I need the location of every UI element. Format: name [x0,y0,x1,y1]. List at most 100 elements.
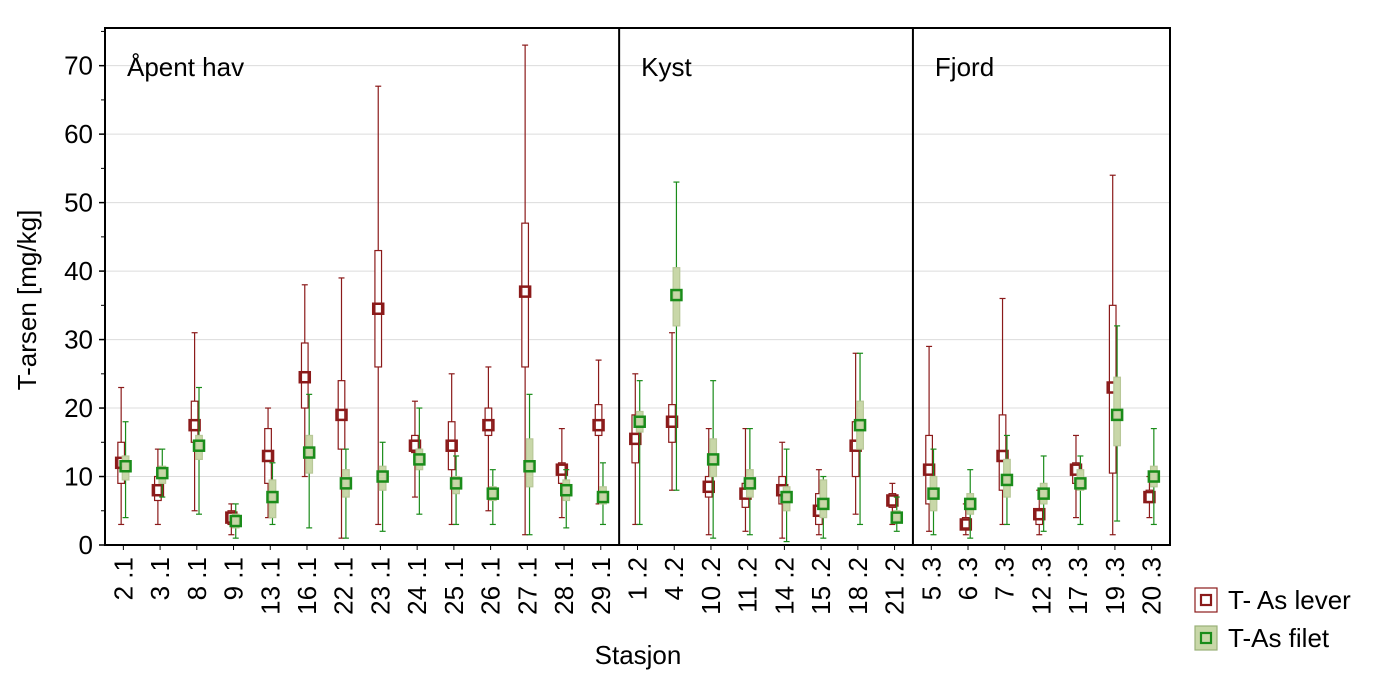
mean-marker [192,439,206,452]
box [447,421,456,471]
x-tick-label: 6 .3 [953,557,983,600]
mean-marker [780,490,793,504]
plot-border [104,27,1171,546]
legend-marker [1199,631,1213,645]
mean-marker [1000,473,1014,487]
box [892,510,901,522]
box [1039,482,1048,505]
y-tick-label: 30 [64,325,93,355]
box [521,222,530,368]
mean-marker [853,418,867,432]
mean-marker [413,453,426,466]
mean-marker [156,466,169,480]
box [961,517,970,529]
mean-marker [229,514,242,528]
box [599,486,607,505]
x-tick-label: 7 .3 [990,557,1020,600]
box [672,267,681,327]
box [374,249,383,368]
box [525,438,534,488]
box [631,414,640,464]
x-tick-label: 27 .1 [512,557,542,615]
x-tick-label: 12 .3 [1026,557,1056,615]
mean-marker [633,415,646,428]
y-tick-label: 60 [64,119,93,149]
x-tick-label: 14 .2 [769,557,799,615]
box [929,475,938,512]
mean-marker [1074,477,1087,490]
x-tick-label: 17 .3 [1063,557,1093,615]
y-tick-label: 40 [64,256,93,286]
box [415,448,424,471]
mean-marker [560,483,573,497]
box [709,438,718,478]
mean-marker [706,453,720,466]
box [158,465,167,484]
box [856,400,864,450]
mean-marker [261,449,275,463]
x-tick-label: 21 .2 [880,557,910,615]
x-tick-label: 2 .1 [108,557,138,600]
box [342,469,350,498]
x-tick-label: 11 .2 [733,557,763,613]
mean-marker [890,511,904,524]
x-tick-label: 10 .2 [696,557,726,615]
panel-labels: Åpent hav Kyst Fjord [127,52,994,82]
mean-marker [339,477,353,490]
box [305,434,314,474]
box [1149,465,1158,488]
box [231,513,240,529]
x-tick-label: 15 .2 [806,557,836,615]
x-tick-label: 19 .3 [1100,557,1130,615]
x-tick-label: 13 .1 [255,557,285,615]
y-tick-label: 20 [64,393,93,423]
box [782,486,791,512]
y-tick-label: 0 [79,530,93,560]
panel-label: Fjord [935,52,994,82]
legend-marker [1199,593,1213,607]
grid-lines [105,65,1170,478]
mean-marker [596,490,610,504]
box [1076,469,1085,491]
box [264,427,272,484]
x-tick-label: 28 .1 [549,557,579,615]
box [668,404,676,443]
mean-marker [927,487,940,500]
box [1113,376,1122,447]
plot-marks [114,44,1161,543]
panel-label: Åpent hav [127,52,244,82]
x-tick-label: 9 .1 [219,557,249,600]
mean-marker [445,439,458,452]
x-tick-label: 24 .1 [402,557,432,615]
x-tick-label: 29 .1 [586,557,616,615]
box [268,479,277,519]
y-tick-label: 10 [64,462,93,492]
x-tick-label: 25 .1 [439,557,469,615]
x-tick-label: 26 .1 [476,557,506,615]
legend-label: T- As lever [1228,585,1351,615]
mean-marker [376,470,389,483]
x-tick-label: 1 .2 [623,557,653,600]
x-tick-label: 4 .2 [659,557,689,600]
mean-marker [335,408,348,422]
x-tick-label: 8 .1 [182,557,212,600]
mean-marker [119,460,132,473]
x-tick-label: 18 .2 [843,557,873,615]
box [745,469,754,498]
box [378,465,387,491]
mean-marker [298,370,312,384]
panel-label: Kyst [641,52,692,82]
box [121,455,130,481]
x-tick-label: 3 .1 [145,557,175,600]
x-axis-title: Stasjon [595,640,682,670]
mean-marker [592,418,605,432]
mean-marker [1147,470,1161,483]
mean-marker [743,477,757,490]
box [888,493,897,508]
legend-label: T-As filet [1228,623,1330,653]
box [635,410,644,433]
mean-marker [817,497,830,511]
box [411,434,419,454]
legend-swatch [1194,587,1218,613]
